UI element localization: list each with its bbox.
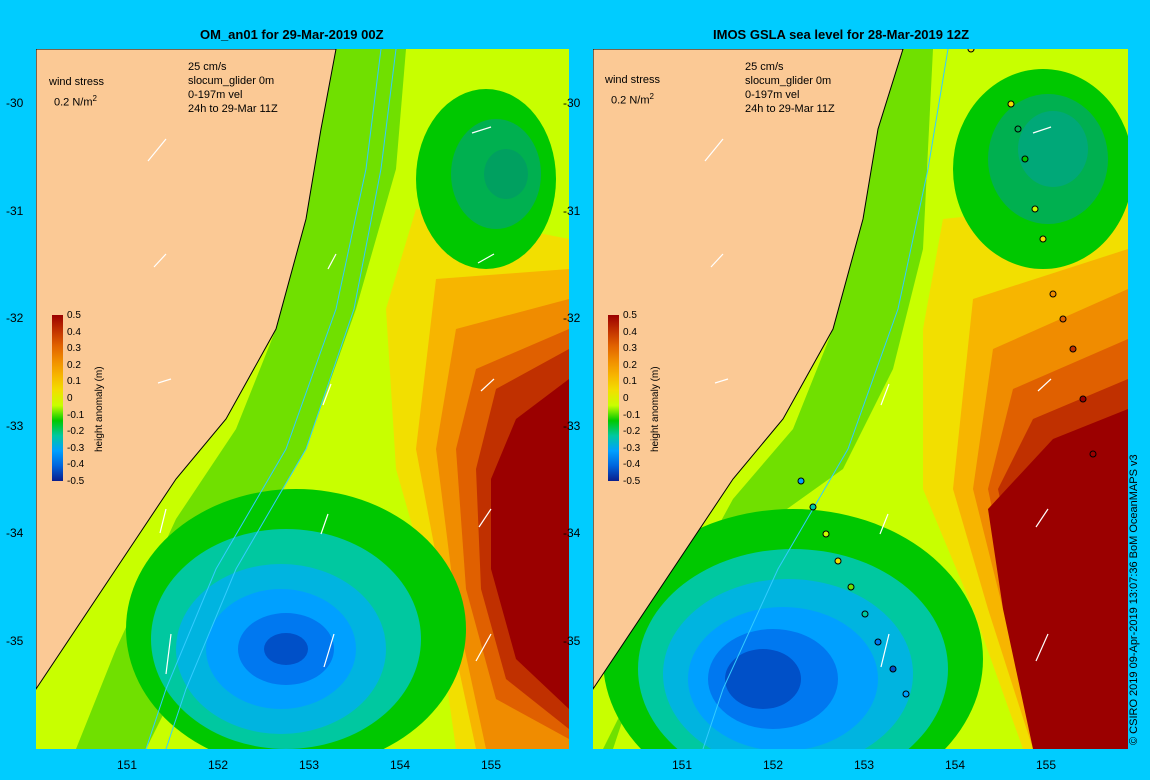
colorbar-label: 0.5 bbox=[623, 310, 637, 321]
lat-tick-label: -34 bbox=[563, 526, 581, 540]
wind-scale-exp: 2 bbox=[649, 92, 654, 101]
colorbar-label: -0.5 bbox=[67, 476, 85, 487]
panel-right-title: IMOS GSLA sea level for 28-Mar-2019 12Z bbox=[713, 27, 970, 42]
lat-tick-label: -32 bbox=[6, 311, 24, 325]
colorbar-label: 0.5 bbox=[67, 310, 81, 321]
lat-tick-label: -33 bbox=[6, 418, 24, 433]
right-glider-label: slocum_glider 0m bbox=[745, 75, 832, 87]
isobath bbox=[145, 49, 382, 749]
left-wind-scale: 0.2 N/m2 bbox=[54, 92, 97, 110]
lon-tick-label: 155 bbox=[1036, 758, 1057, 772]
right-wind-scale: 0.2 N/m2 bbox=[611, 90, 654, 108]
right-colorbar bbox=[608, 315, 619, 481]
right-colorbar-title: height anomaly (m) bbox=[650, 366, 661, 452]
colorbar-label: 0.4 bbox=[67, 326, 81, 338]
land bbox=[593, 49, 904, 690]
lat-tick-label: -34 bbox=[6, 526, 24, 540]
track-dots bbox=[797, 49, 1097, 698]
lat-tick-label: -35 bbox=[563, 633, 581, 648]
colorbar-label: -0.4 bbox=[623, 459, 641, 471]
left-depth-label: 0-197m vel bbox=[188, 89, 243, 101]
left-colorbar bbox=[52, 315, 63, 481]
colorbar-label: -0.1 bbox=[623, 409, 641, 421]
left-map-svg bbox=[36, 49, 569, 749]
red-core bbox=[988, 409, 1128, 749]
lat-tick-label: -31 bbox=[563, 203, 581, 218]
lat-tick-label: -35 bbox=[6, 633, 24, 648]
lat-tick-label: -33 bbox=[563, 418, 581, 433]
isobath bbox=[702, 49, 949, 749]
right-vel-scale: 25 cm/s bbox=[745, 61, 784, 73]
left-period-label: 24h to 29-Mar 11Z bbox=[188, 103, 278, 115]
colorbar-label: -0.3 bbox=[623, 442, 641, 454]
south-eddy-6 bbox=[725, 649, 801, 709]
panel-right-map bbox=[593, 49, 1128, 749]
wind-arrows bbox=[704, 126, 1052, 668]
wind-scale-text: 0.2 N/m bbox=[54, 96, 93, 109]
lon-tick-label: 155 bbox=[481, 758, 502, 772]
green-shelf bbox=[603, 49, 933, 749]
lon-tick-label: 154 bbox=[945, 758, 966, 772]
north-eddy-3 bbox=[1018, 111, 1088, 187]
left-colorbar-title: height anomaly (m) bbox=[94, 366, 105, 452]
colorbar-label: 0.2 bbox=[623, 359, 637, 371]
left-vel-scale: 25 cm/s bbox=[188, 61, 227, 73]
colorbar-label: 0.2 bbox=[67, 359, 81, 371]
south-eddy-6 bbox=[264, 633, 308, 665]
colorbar-label: 0.4 bbox=[623, 326, 637, 338]
colorbar-label: 0.3 bbox=[67, 343, 81, 355]
lat-tick-label: -32 bbox=[563, 311, 581, 325]
panel-left-map bbox=[36, 49, 569, 749]
lat-tick-label: -30 bbox=[563, 96, 581, 110]
lon-tick-label: 151 bbox=[117, 758, 138, 772]
panel-left-title: OM_an01 for 29-Mar-2019 00Z bbox=[200, 27, 384, 42]
lat-tick-label: -31 bbox=[6, 203, 24, 218]
colorbar-label: -0.5 bbox=[623, 476, 641, 487]
wind-arrows bbox=[147, 126, 495, 675]
colorbar-label: 0.1 bbox=[67, 376, 81, 388]
colorbar-label: 0.3 bbox=[623, 343, 637, 355]
colorbar-label: -0.1 bbox=[67, 409, 85, 421]
wind-scale-text: 0.2 N/m bbox=[611, 94, 650, 107]
right-depth-label: 0-197m vel bbox=[745, 89, 800, 101]
colorbar-label: -0.2 bbox=[623, 426, 641, 438]
lon-tick-label: 152 bbox=[763, 758, 784, 772]
wind-scale-exp: 2 bbox=[92, 94, 97, 103]
colorbar-label: -0.4 bbox=[67, 459, 85, 471]
right-wind-label: wind stress bbox=[605, 74, 661, 86]
north-eddy-3 bbox=[484, 149, 528, 199]
lat-tick-label: -30 bbox=[6, 96, 24, 110]
right-period-label: 24h to 29-Mar 11Z bbox=[745, 103, 835, 115]
credit-text: © CSIRO 2019 09-Apr-2019 13:07:36 BoM Oc… bbox=[1128, 454, 1140, 745]
colorbar-label: -0.3 bbox=[67, 442, 85, 454]
colorbar-label: 0 bbox=[67, 393, 73, 404]
right-map-svg bbox=[593, 49, 1128, 749]
colorbar-label: 0.1 bbox=[623, 376, 637, 388]
lon-tick-label: 152 bbox=[208, 758, 229, 772]
colorbar-label: -0.2 bbox=[67, 426, 85, 438]
left-glider-label: slocum_glider 0m bbox=[188, 75, 275, 87]
left-wind-label: wind stress bbox=[49, 76, 105, 88]
red-core bbox=[491, 379, 569, 709]
colorbar-label: 0 bbox=[623, 393, 629, 404]
lon-tick-label: 153 bbox=[299, 758, 320, 772]
lon-tick-label: 154 bbox=[390, 758, 411, 772]
isobath-2 bbox=[165, 49, 397, 749]
lon-tick-label: 153 bbox=[854, 758, 875, 772]
lon-tick-label: 151 bbox=[672, 758, 693, 772]
land bbox=[36, 49, 337, 690]
